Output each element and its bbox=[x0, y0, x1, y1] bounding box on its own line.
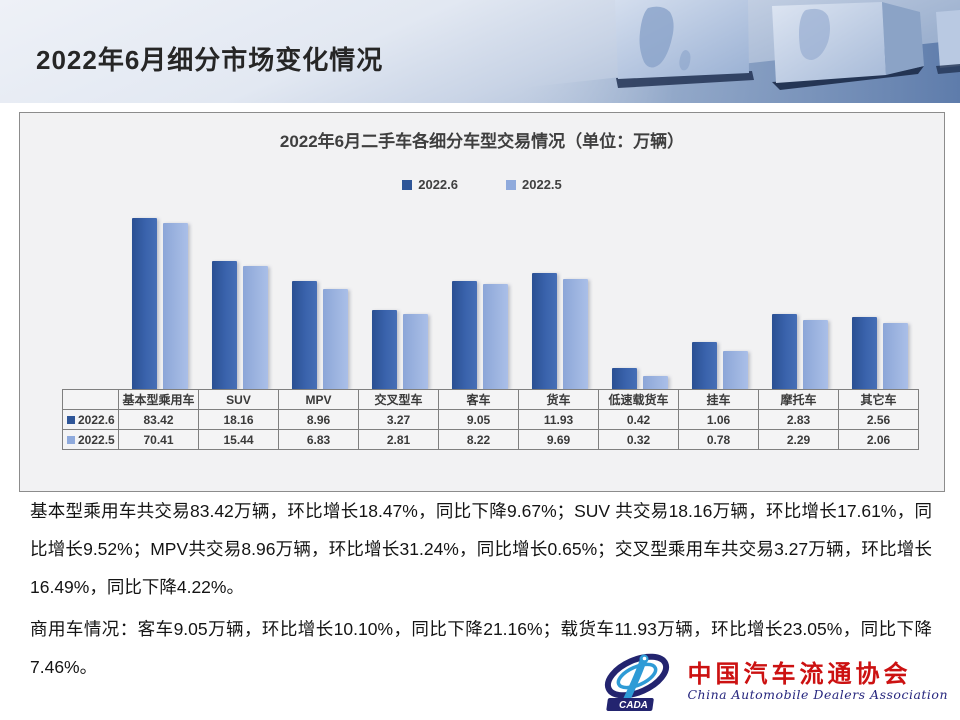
bar-2022.5-摩托车 bbox=[803, 320, 828, 389]
bar-2022.5-挂车 bbox=[723, 351, 748, 389]
bar-2022.6-SUV bbox=[212, 261, 237, 389]
cada-logo: CADA 中国汽车流通协会 China Automobile Dealers A… bbox=[595, 648, 948, 714]
bar-2022.5-低速载货车 bbox=[643, 376, 668, 389]
bar-group-摩托车 bbox=[758, 191, 838, 389]
bar-group-基本型乘用车 bbox=[118, 191, 198, 389]
bar-group-其它车 bbox=[838, 191, 918, 389]
table-category-header: MPV bbox=[278, 389, 359, 410]
commentary: 基本型乘用车共交易83.42万辆，环比增长18.47%，同比下降9.67%；SU… bbox=[30, 492, 932, 686]
cada-logo-mark: CADA bbox=[605, 653, 670, 711]
bar-2022.5-交叉型车 bbox=[403, 314, 428, 389]
table-value-cell: 0.32 bbox=[598, 429, 679, 450]
bar-2022.5-客车 bbox=[483, 284, 508, 389]
commentary-paragraph-commercial: 商用车情况：客车9.05万辆，环比增长10.10%，同比下降21.16%；载货车… bbox=[30, 619, 932, 677]
svg-text:CADA: CADA bbox=[619, 700, 648, 711]
table-category-header: 基本型乘用车 bbox=[118, 389, 199, 410]
chart-card: 2022年6月二手车各细分车型交易情况（单位：万辆） 2022.6 2022.5 … bbox=[19, 112, 945, 492]
series-swatch-icon bbox=[67, 415, 75, 424]
bar-2022.5-基本型乘用车 bbox=[163, 223, 188, 389]
bar-group-交叉型车 bbox=[358, 191, 438, 389]
table-header-row: 基本型乘用车 SUV MPV 交叉型车 客车 货车 低速载货车 挂车 摩托车 其它车 bbox=[62, 389, 919, 410]
bar-group-MPV bbox=[278, 191, 358, 389]
table-category-header: 交叉型车 bbox=[358, 389, 439, 410]
table-category-header: 货车 bbox=[518, 389, 599, 410]
table-series-label: 2022.6 bbox=[62, 409, 119, 430]
table-corner-cell bbox=[62, 389, 119, 410]
bar-group-客车 bbox=[438, 191, 518, 389]
legend-swatch-icon bbox=[506, 179, 516, 190]
table-category-header: 客车 bbox=[438, 389, 519, 410]
bar-2022.6-MPV bbox=[292, 281, 317, 389]
table-value-cell: 83.42 bbox=[118, 409, 199, 430]
table-value-cell: 18.16 bbox=[198, 409, 279, 430]
chart-data-table: 基本型乘用车 SUV MPV 交叉型车 客车 货车 低速载货车 挂车 摩托车 其它车 2022.6 8… bbox=[62, 389, 919, 450]
table-value-cell: 9.05 bbox=[438, 409, 519, 430]
bar-2022.5-其它车 bbox=[883, 323, 908, 389]
header-cubes-graphic bbox=[0, 0, 960, 103]
table-value-cell: 0.42 bbox=[598, 409, 679, 430]
table-value-cell: 6.83 bbox=[278, 429, 359, 450]
cada-logo-text: 中国汽车流通协会 China Automobile Dealers Associ… bbox=[687, 660, 948, 702]
table-category-header: SUV bbox=[198, 389, 279, 410]
legend-label: 2022.5 bbox=[522, 177, 562, 192]
table-category-header: 低速载货车 bbox=[598, 389, 679, 410]
bar-2022.6-其它车 bbox=[852, 317, 877, 389]
header-band: 2022年6月细分市场变化情况 bbox=[0, 0, 960, 103]
table-value-cell: 0.78 bbox=[678, 429, 759, 450]
table-category-header: 其它车 bbox=[838, 389, 919, 410]
bar-group-低速载货车 bbox=[598, 191, 678, 389]
table-value-cell: 70.41 bbox=[118, 429, 199, 450]
bar-group-挂车 bbox=[678, 191, 758, 389]
bar-2022.6-挂车 bbox=[692, 342, 717, 389]
table-value-cell: 8.22 bbox=[438, 429, 519, 450]
bar-chart-plot bbox=[118, 191, 918, 389]
bar-2022.5-MPV bbox=[323, 289, 348, 389]
bar-group-SUV bbox=[198, 191, 278, 389]
bar-2022.5-SUV bbox=[243, 266, 268, 389]
table-value-cell: 2.29 bbox=[758, 429, 839, 450]
table-value-cell: 2.83 bbox=[758, 409, 839, 430]
chart-legend: 2022.6 2022.5 bbox=[20, 177, 944, 192]
table-value-cell: 2.56 bbox=[838, 409, 919, 430]
cada-name-chinese: 中国汽车流通协会 bbox=[687, 659, 912, 689]
legend-item-2022.6: 2022.6 bbox=[402, 177, 458, 192]
bar-2022.6-基本型乘用车 bbox=[132, 218, 157, 389]
table-value-cell: 1.06 bbox=[678, 409, 759, 430]
cada-name-english: China Automobile Dealers Association bbox=[687, 686, 948, 702]
table-series-label: 2022.5 bbox=[62, 429, 119, 450]
table-category-header: 挂车 bbox=[678, 389, 759, 410]
table-value-cell: 2.06 bbox=[838, 429, 919, 450]
table-value-cell: 3.27 bbox=[358, 409, 439, 430]
bar-group-货车 bbox=[518, 191, 598, 389]
table-row-2022.6: 2022.6 83.42 18.16 8.96 3.27 9.05 11.93 0.42 1.0… bbox=[62, 409, 919, 430]
commentary-paragraph-passenger: 基本型乘用车共交易83.42万辆，环比增长18.47%，同比下降9.67%；SU… bbox=[30, 501, 932, 597]
bar-2022.6-交叉型车 bbox=[372, 310, 397, 389]
bar-2022.6-货车 bbox=[532, 273, 557, 389]
legend-item-2022.5: 2022.5 bbox=[506, 177, 562, 192]
table-value-cell: 2.81 bbox=[358, 429, 439, 450]
table-row-2022.5: 2022.5 70.41 15.44 6.83 2.81 8.22 9.69 0.32 0.78… bbox=[62, 429, 919, 450]
table-value-cell: 15.44 bbox=[198, 429, 279, 450]
bar-2022.6-低速载货车 bbox=[612, 368, 637, 389]
legend-swatch-icon bbox=[402, 179, 413, 190]
bar-2022.6-摩托车 bbox=[772, 314, 797, 389]
legend-label: 2022.6 bbox=[418, 177, 458, 192]
table-value-cell: 9.69 bbox=[518, 429, 599, 450]
chart-title: 2022年6月二手车各细分车型交易情况（单位：万辆） bbox=[279, 132, 685, 151]
bar-2022.5-货车 bbox=[563, 279, 588, 389]
bar-2022.6-客车 bbox=[452, 281, 477, 389]
table-value-cell: 11.93 bbox=[518, 409, 599, 430]
table-value-cell: 8.96 bbox=[278, 409, 359, 430]
series-swatch-icon bbox=[67, 435, 75, 444]
slide-title: 2022年6月细分市场变化情况 bbox=[36, 45, 384, 75]
table-category-header: 摩托车 bbox=[758, 389, 839, 410]
